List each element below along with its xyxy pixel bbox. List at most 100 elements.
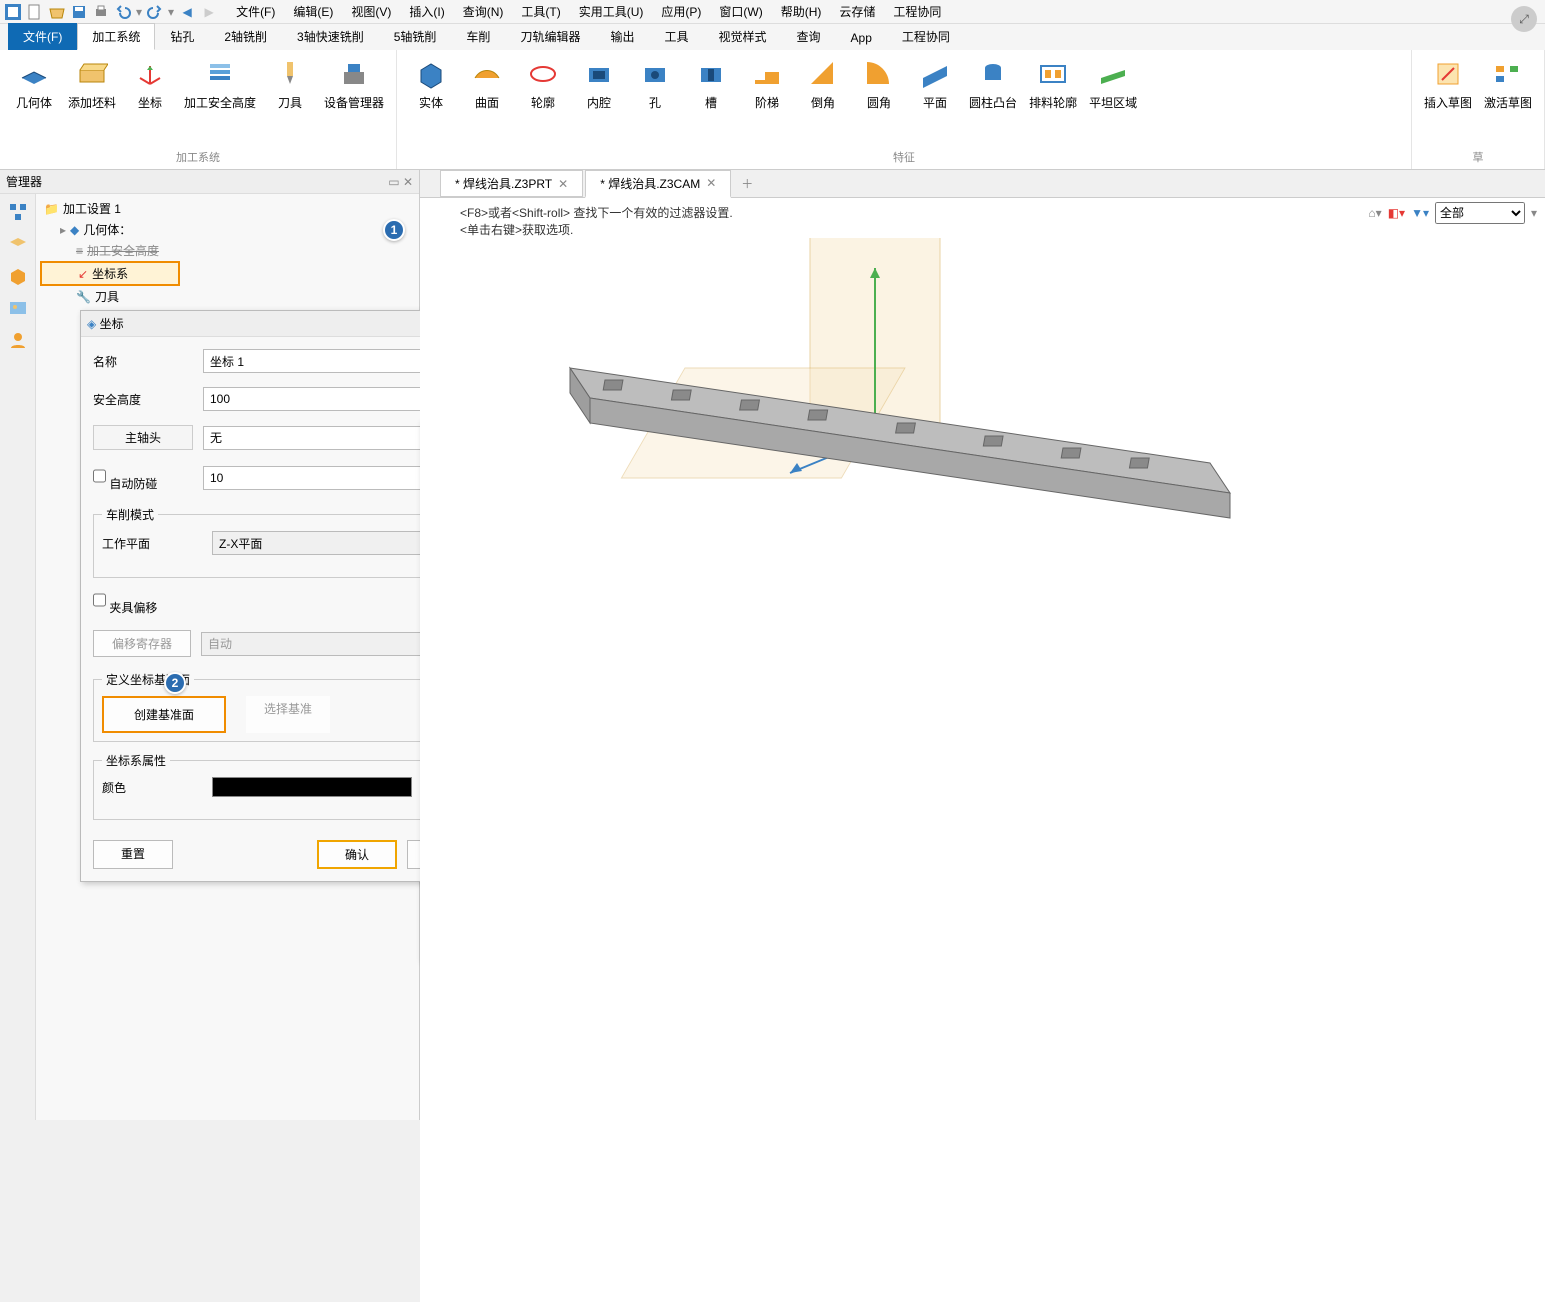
menu-utilities[interactable]: 实用工具(U) bbox=[571, 1, 652, 22]
nav-fwd-icon[interactable]: ▶ bbox=[200, 3, 218, 21]
nav-back-icon[interactable]: ◀ bbox=[178, 3, 196, 21]
rbtn-step[interactable]: 阶梯 bbox=[741, 54, 793, 147]
vp-more-icon[interactable]: ▾ bbox=[1531, 206, 1537, 220]
menu-cloud[interactable]: 云存储 bbox=[831, 1, 883, 22]
rbtn-label: 实体 bbox=[419, 94, 443, 111]
rbtn-profile[interactable]: 轮廓 bbox=[517, 54, 569, 147]
rbtn-surface[interactable]: 曲面 bbox=[461, 54, 513, 147]
vp-home-icon[interactable]: ⌂▾ bbox=[1368, 206, 1381, 220]
auto-checkbox[interactable] bbox=[93, 464, 106, 488]
menu-collab[interactable]: 工程协同 bbox=[885, 1, 949, 22]
undo-icon[interactable] bbox=[114, 3, 132, 21]
vp-filter-icon[interactable]: ▼▾ bbox=[1411, 206, 1429, 220]
print-icon[interactable] bbox=[92, 3, 110, 21]
ribbon-tab-6[interactable]: 刀轨编辑器 bbox=[505, 23, 595, 50]
ribbon-tab-0[interactable]: 加工系统 bbox=[77, 23, 155, 50]
rbtn-device-mgr[interactable]: 设备管理器 bbox=[320, 54, 388, 147]
rbtn-hole[interactable]: 孔 bbox=[629, 54, 681, 147]
doc-tab-1[interactable]: * 焊线治具.Z3CAM ✕ bbox=[585, 170, 731, 198]
viewport[interactable]: <F8>或者<Shift-roll> 查找下一个有效的过滤器设置. <单击右键>… bbox=[420, 198, 1545, 1302]
ribbon-tab-10[interactable]: 查询 bbox=[782, 23, 836, 50]
menu-view[interactable]: 视图(V) bbox=[343, 1, 399, 22]
rbtn-plane[interactable]: 平面 bbox=[909, 54, 961, 147]
safe-label: 安全高度 bbox=[93, 391, 193, 408]
ribbon-tab-1[interactable]: 钻孔 bbox=[155, 23, 209, 50]
fixture-checkbox[interactable] bbox=[93, 588, 106, 612]
color-swatch[interactable] bbox=[212, 777, 412, 797]
select-datum-btn[interactable]: 选择基准 bbox=[246, 696, 330, 733]
menu-edit[interactable]: 编辑(E) bbox=[285, 1, 341, 22]
app-icon bbox=[4, 3, 22, 21]
tree-geom[interactable]: ▸ ◆ 几何体： 1 bbox=[40, 219, 415, 240]
tab-close-icon[interactable]: ✕ bbox=[558, 177, 568, 191]
ribbon-tab-11[interactable]: App bbox=[836, 26, 887, 50]
dialog-title-text: 坐标 bbox=[100, 317, 124, 331]
rbtn-fillet[interactable]: 圆角 bbox=[853, 54, 905, 147]
tree-icon[interactable] bbox=[6, 200, 30, 224]
ribbon-tab-file[interactable]: 文件(F) bbox=[8, 23, 77, 50]
tab-close-icon[interactable]: ✕ bbox=[706, 176, 716, 190]
new-icon[interactable] bbox=[26, 3, 44, 21]
open-icon[interactable] bbox=[48, 3, 66, 21]
fixture-label[interactable]: 夹具偏移 bbox=[93, 588, 193, 616]
auto-label[interactable]: 自动防碰 bbox=[93, 464, 193, 492]
ribbon-tab-5[interactable]: 车削 bbox=[451, 23, 505, 50]
rbtn-coord[interactable]: 坐标 bbox=[124, 54, 176, 147]
menu-insert[interactable]: 插入(I) bbox=[401, 1, 452, 22]
ok-button[interactable]: 确认 bbox=[317, 840, 397, 869]
rbtn-label: 几何体 bbox=[16, 94, 52, 111]
ribbon-tab-4[interactable]: 5轴铣削 bbox=[379, 23, 452, 50]
user-icon[interactable] bbox=[6, 328, 30, 352]
rbtn-flat[interactable]: 平坦区域 bbox=[1085, 54, 1141, 147]
vp-eraser-icon[interactable]: ◧▾ bbox=[1388, 206, 1405, 220]
rbtn-tool[interactable]: 刀具 bbox=[264, 54, 316, 147]
ribbon-tab-3[interactable]: 3轴快速铣削 bbox=[282, 23, 379, 50]
ribbon-tab-2[interactable]: 2轴铣削 bbox=[209, 23, 282, 50]
tree-coord-system[interactable]: ↙ 坐标系 bbox=[40, 261, 180, 286]
rbtn-label: 加工安全高度 bbox=[184, 94, 256, 111]
ribbon-content: 几何体 添加坯料 坐标 加工安全高度 刀具 设备管理器 加工系统 实体 曲面 轮… bbox=[0, 50, 1545, 170]
cube-icon[interactable] bbox=[6, 264, 30, 288]
doc-tab-0[interactable]: * 焊线治具.Z3PRT ✕ bbox=[440, 170, 583, 197]
rbtn-chamfer[interactable]: 倒角 bbox=[797, 54, 849, 147]
menu-help[interactable]: 帮助(H) bbox=[773, 1, 830, 22]
add-tab-icon[interactable]: ＋ bbox=[733, 171, 761, 196]
ribbon-tab-12[interactable]: 工程协同 bbox=[887, 23, 965, 50]
rbtn-stock[interactable]: 添加坯料 bbox=[64, 54, 120, 147]
reset-button[interactable]: 重置 bbox=[93, 840, 173, 869]
menu-tools[interactable]: 工具(T) bbox=[513, 1, 568, 22]
rbtn-nesting[interactable]: 排料轮廓 bbox=[1025, 54, 1081, 147]
vp-filter-select[interactable]: 全部 bbox=[1435, 202, 1525, 224]
menu-app[interactable]: 应用(P) bbox=[653, 1, 709, 22]
menu-query[interactable]: 查询(N) bbox=[455, 1, 512, 22]
rbtn-safe-height[interactable]: 加工安全高度 bbox=[180, 54, 260, 147]
rbtn-boss[interactable]: 圆柱凸台 bbox=[965, 54, 1021, 147]
tree-root[interactable]: 📁 加工设置 1 bbox=[40, 198, 415, 219]
rbtn-pocket[interactable]: 内腔 bbox=[573, 54, 625, 147]
manager-controls[interactable]: ▭ ✕ bbox=[388, 175, 413, 189]
menu-file[interactable]: 文件(F) bbox=[228, 1, 283, 22]
top-menu-bar: ▾ ▾ ◀ ▶ 文件(F) 编辑(E) 视图(V) 插入(I) 查询(N) 工具… bbox=[0, 0, 1545, 24]
layer-icon[interactable] bbox=[6, 232, 30, 256]
save-icon[interactable] bbox=[70, 3, 88, 21]
rbtn-geometry[interactable]: 几何体 bbox=[8, 54, 60, 147]
tab-label: * 焊线治具.Z3CAM bbox=[600, 175, 700, 192]
rbtn-label: 倒角 bbox=[811, 94, 835, 111]
tree-safe-height[interactable]: ≡ 加工安全高度 bbox=[40, 240, 415, 261]
ribbon-tab-7[interactable]: 输出 bbox=[595, 23, 649, 50]
rbtn-solid[interactable]: 实体 bbox=[405, 54, 457, 147]
ribbon-tab-9[interactable]: 视觉样式 bbox=[703, 23, 781, 50]
redo-icon[interactable] bbox=[146, 3, 164, 21]
rbtn-slot[interactable]: 槽 bbox=[685, 54, 737, 147]
ribbon-tab-8[interactable]: 工具 bbox=[649, 23, 703, 50]
model-view[interactable] bbox=[480, 238, 1260, 638]
offset-reg-btn[interactable]: 偏移寄存器 bbox=[93, 630, 191, 657]
rbtn-insert-sketch[interactable]: 插入草图 bbox=[1420, 54, 1476, 147]
rbtn-activate-sketch[interactable]: 激活草图 bbox=[1480, 54, 1536, 147]
expand-ribbon-icon[interactable]: ⤢ bbox=[1511, 6, 1537, 32]
menu-window[interactable]: 窗口(W) bbox=[711, 1, 770, 22]
create-datum-btn[interactable]: 创建基准面 bbox=[102, 696, 226, 733]
rbtn-label: 阶梯 bbox=[755, 94, 779, 111]
image-icon[interactable] bbox=[6, 296, 30, 320]
tree-tools[interactable]: 🔧 刀具 bbox=[40, 286, 415, 307]
